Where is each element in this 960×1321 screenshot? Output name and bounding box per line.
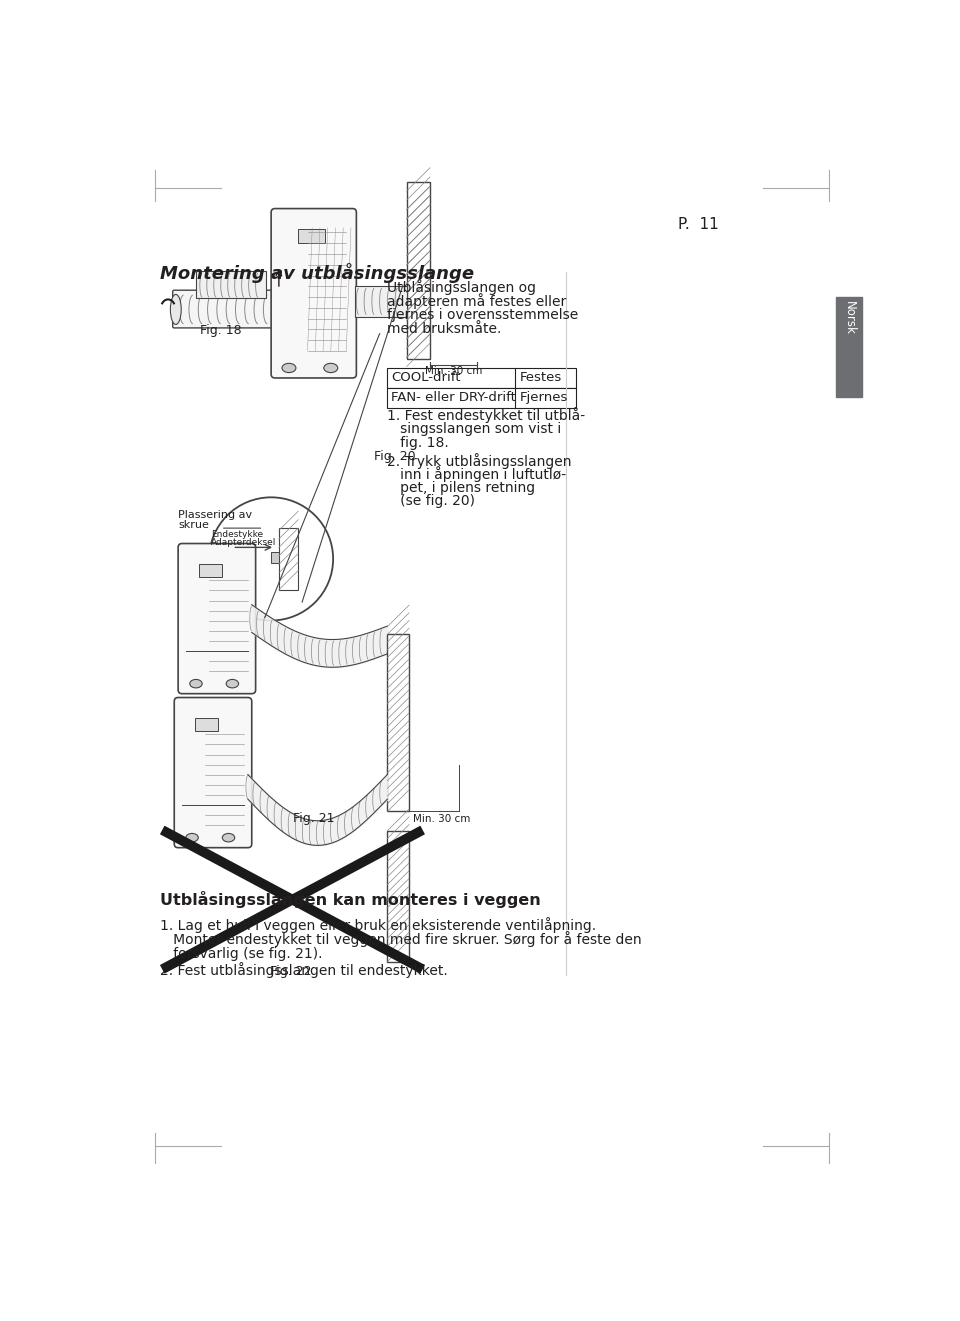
- Text: 1. Fest endestykket til utblå-: 1. Fest endestykket til utblå-: [388, 407, 586, 423]
- Text: 2. Fest utblåsingsslangen til endestykket.: 2. Fest utblåsingsslangen til endestykke…: [160, 962, 448, 978]
- Text: Montering av utblåsingsslange: Montering av utblåsingsslange: [160, 263, 474, 284]
- Ellipse shape: [324, 363, 338, 373]
- Ellipse shape: [227, 679, 239, 688]
- Text: Utblåsingsslangen kan monteres i veggen: Utblåsingsslangen kan monteres i veggen: [160, 892, 541, 909]
- Bar: [388, 388, 576, 408]
- Bar: [278, 528, 299, 589]
- Bar: [196, 271, 266, 299]
- Text: Utblåsingsslangen og: Utblåsingsslangen og: [388, 279, 537, 295]
- Text: singsslangen som vist i: singsslangen som vist i: [388, 423, 562, 436]
- Text: 2. Trykk utblåsingsslangen: 2. Trykk utblåsingsslangen: [388, 453, 572, 469]
- Text: FAN- eller DRY-drift: FAN- eller DRY-drift: [392, 391, 516, 404]
- FancyBboxPatch shape: [173, 291, 284, 328]
- Text: (se fig. 20): (se fig. 20): [388, 494, 475, 509]
- Ellipse shape: [186, 834, 199, 841]
- Text: Endestykke: Endestykke: [210, 530, 263, 539]
- Bar: [199, 564, 223, 577]
- Bar: [836, 297, 862, 398]
- Bar: [388, 369, 576, 388]
- Ellipse shape: [276, 295, 287, 325]
- Text: Fig. 21: Fig. 21: [293, 812, 334, 826]
- Text: P.  11: P. 11: [678, 218, 719, 232]
- Bar: [299, 230, 325, 243]
- Text: fig. 18.: fig. 18.: [388, 436, 449, 449]
- Bar: [388, 831, 409, 962]
- Text: Fig. 18: Fig. 18: [200, 324, 242, 337]
- FancyBboxPatch shape: [271, 209, 356, 378]
- Text: Fig. 20: Fig. 20: [374, 450, 416, 464]
- Ellipse shape: [223, 834, 234, 841]
- Text: adapteren må festes eller: adapteren må festes eller: [388, 293, 566, 309]
- Bar: [355, 285, 407, 317]
- Text: Fjernes: Fjernes: [520, 391, 568, 404]
- FancyBboxPatch shape: [179, 543, 255, 694]
- Text: skrue: skrue: [179, 520, 209, 530]
- Ellipse shape: [190, 679, 203, 688]
- Text: Norsk: Norsk: [843, 301, 855, 334]
- Text: med bruksmåte.: med bruksmåte.: [388, 322, 502, 337]
- Text: fjernes i overensstemmelse: fjernes i overensstemmelse: [388, 308, 579, 322]
- Text: 1. Lag et hull i veggen eller bruk en eksisterende ventilåpning.: 1. Lag et hull i veggen eller bruk en ek…: [160, 917, 596, 933]
- Ellipse shape: [282, 363, 296, 373]
- Text: Festes: Festes: [520, 371, 563, 384]
- Text: COOL-drift: COOL-drift: [392, 371, 461, 384]
- Bar: [271, 552, 278, 563]
- Text: pet, i pilens retning: pet, i pilens retning: [388, 481, 536, 495]
- Text: Fig. 22: Fig. 22: [270, 964, 311, 978]
- Text: Plassering av: Plassering av: [179, 510, 252, 520]
- Circle shape: [209, 497, 333, 621]
- Text: Adapterdeksel: Adapterdeksel: [210, 538, 276, 547]
- FancyBboxPatch shape: [175, 697, 252, 848]
- Bar: [195, 719, 219, 731]
- Text: Min. 30 cm: Min. 30 cm: [413, 814, 470, 824]
- Bar: [407, 181, 430, 359]
- Text: Min. 30 cm: Min. 30 cm: [424, 366, 482, 376]
- Text: inn i åpningen i luftutlø-: inn i åpningen i luftutlø-: [388, 466, 566, 482]
- Ellipse shape: [170, 295, 181, 325]
- Bar: [388, 634, 409, 811]
- Text: forsvarlig (se fig. 21).: forsvarlig (se fig. 21).: [160, 947, 323, 960]
- Text: Monter endestykket til veggen med fire skruer. Sørg for å feste den: Monter endestykket til veggen med fire s…: [160, 931, 642, 947]
